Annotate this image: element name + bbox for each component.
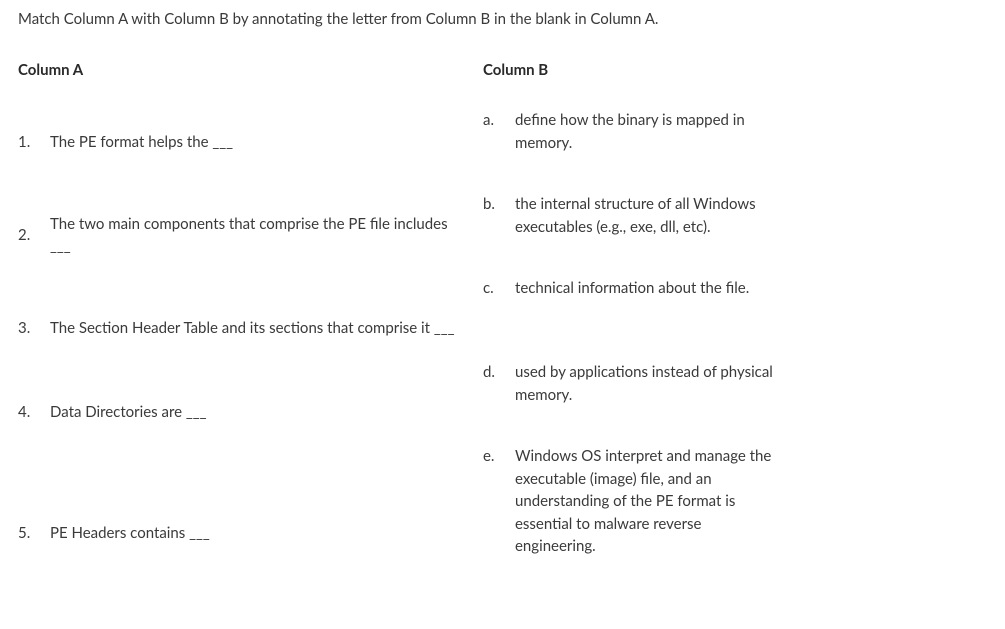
item-text: define how the binary is mapped in memor… <box>515 109 773 154</box>
item-text: The two main components that comprise th… <box>50 213 463 258</box>
item-number: 4. <box>18 401 50 424</box>
column-a-header: Column A <box>18 59 463 82</box>
item-text: The Section Header Table and its section… <box>50 317 463 340</box>
item-text: PE Headers contains ___ <box>50 522 463 545</box>
column-a-item: 2. The two main components that comprise… <box>18 193 463 277</box>
columns-container: Column A 1. The PE format helps the ___ … <box>18 59 987 622</box>
item-number: 5. <box>18 522 50 545</box>
instruction-text: Match Column A with Column B by annotati… <box>18 8 987 31</box>
item-letter: e. <box>483 445 515 468</box>
column-b: Column B a. define how the binary is map… <box>483 59 773 622</box>
item-text: Windows OS interpret and manage the exec… <box>515 445 773 558</box>
item-text: Data Directories are ___ <box>50 401 463 424</box>
item-text: technical information about the file. <box>515 277 773 300</box>
column-a-item: 4. Data Directories are ___ <box>18 379 463 445</box>
column-a-item: 1. The PE format helps the ___ <box>18 109 463 175</box>
column-b-item: a. define how the binary is mapped in me… <box>483 109 773 175</box>
column-a-item: 5. PE Headers contains ___ <box>18 463 463 603</box>
item-number: 1. <box>18 131 50 154</box>
item-letter: a. <box>483 109 515 132</box>
item-letter: b. <box>483 193 515 216</box>
item-number: 2. <box>18 224 50 247</box>
column-b-item: c. technical information about the file. <box>483 277 773 343</box>
column-b-item: e. Windows OS interpret and manage the e… <box>483 445 773 558</box>
item-letter: c. <box>483 277 515 300</box>
column-a-item: 3. The Section Header Table and its sect… <box>18 295 463 361</box>
item-letter: d. <box>483 361 515 384</box>
column-b-item: d. used by applications instead of physi… <box>483 361 773 427</box>
item-text: The PE format helps the ___ <box>50 131 463 154</box>
item-text: the internal structure of all Windows ex… <box>515 193 773 238</box>
column-b-header: Column B <box>483 59 773 82</box>
item-number: 3. <box>18 317 50 340</box>
column-b-item: b. the internal structure of all Windows… <box>483 193 773 259</box>
column-a: Column A 1. The PE format helps the ___ … <box>18 59 463 622</box>
item-text: used by applications instead of physical… <box>515 361 773 406</box>
